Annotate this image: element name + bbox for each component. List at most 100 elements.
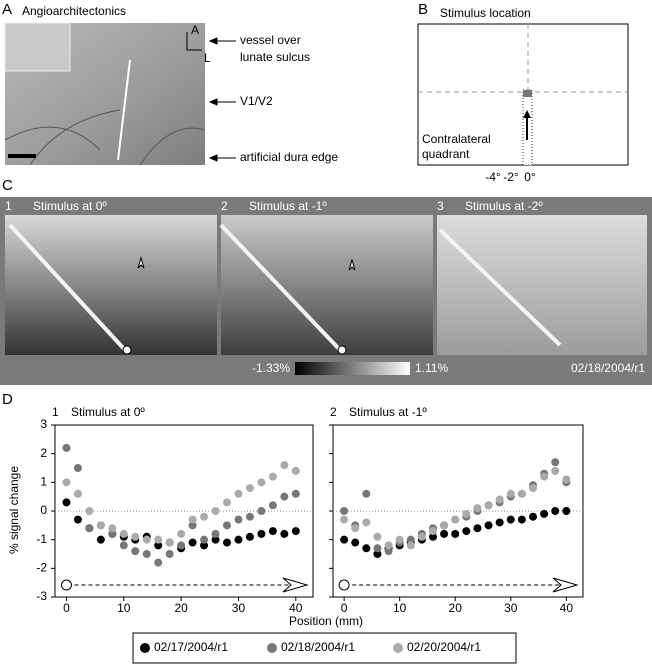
position-line [117,59,131,161]
data-point [529,484,537,493]
data-point [291,466,300,475]
data-point [200,541,209,550]
data-point [429,532,437,541]
legend-marker [267,643,277,653]
x-tick-label: 30 [232,601,246,615]
data-point [245,512,254,521]
data-point [506,515,515,524]
data-point [451,529,460,538]
annotation: lunate sulcus [240,50,310,64]
data-point [373,544,382,553]
data-point [362,544,371,553]
annotation: artificial dura edge [240,150,338,164]
data-point [177,541,186,550]
x-tick-label: 0 [341,601,348,615]
data-point [142,535,151,544]
x-tick-label: 10 [117,601,131,615]
data-point [245,484,254,493]
data-point [223,521,231,530]
chart-title: Stimulus at -1º [349,405,427,419]
colorbar-label: 1.11% [415,361,448,375]
image-number: 3 [437,199,444,213]
data-point [257,529,266,538]
legend-marker [140,643,150,653]
data-point [268,472,277,481]
data-point [362,489,371,498]
data-point [291,527,300,536]
data-point [540,509,549,518]
data-point [154,558,163,567]
data-point [362,518,371,527]
data-point [211,507,220,515]
data-point [484,501,493,510]
data-point [351,538,360,547]
x-tick-label: 20 [174,601,188,615]
data-point [506,489,515,498]
data-point [268,501,277,510]
data-point [188,515,197,524]
compass [186,32,202,51]
x-tick-label: 0 [63,601,70,615]
data-point [280,529,289,538]
data-point [188,521,197,530]
data-point [517,489,526,498]
scale-bar [8,154,36,158]
data-point [234,535,243,544]
data-point [73,515,82,524]
data-point [551,507,560,515]
data-point [340,507,349,515]
inset-image [4,22,71,72]
data-point [462,509,471,518]
data-point [495,518,504,527]
compass-label: L [204,51,211,65]
data-point [473,524,482,533]
tick-label: 0° [524,170,536,184]
data-point [384,541,393,550]
data-point [473,504,482,513]
data-point [154,535,163,544]
y-tick-label: 3 [40,417,47,431]
start-marker [60,579,72,591]
data-point [280,492,289,501]
arrow-head [552,577,579,593]
data-point [562,475,571,484]
data-point [417,532,426,541]
x-tick-label: 40 [560,601,574,615]
annotation: vessel over [240,33,301,47]
annotation: V1/V2 [240,94,273,108]
image-number: 2 [221,199,228,213]
annotation: quadrant [422,147,470,161]
data-point [165,538,174,547]
data-point [142,550,151,558]
data-point [165,550,174,558]
data-point [495,495,504,504]
data-point [131,532,140,541]
data-point [462,527,471,536]
stimulus-top [523,90,532,97]
data-point [211,535,220,544]
y-tick-label: -1 [36,532,47,546]
y-tick-label: 1 [40,475,47,489]
data-point [517,515,526,524]
data-point [268,527,277,536]
legend [132,632,517,664]
data-point [440,521,449,530]
image-title: Stimulus at -2º [465,199,543,213]
y-tick-label: -3 [36,589,47,603]
data-point [406,535,415,544]
data-point [384,547,393,556]
data-point [406,541,415,550]
data-point [451,515,460,524]
map-images [5,215,647,355]
x-tick-label: 40 [289,601,303,615]
annotation: Contralateral [422,132,491,146]
tick-label: -2° [503,170,519,184]
x-tick-label: 10 [393,601,407,615]
data-point [551,458,560,467]
data-point [440,529,449,538]
data-point [211,529,220,538]
data-point [73,464,82,472]
panel-letter: C [2,177,13,194]
data-point [540,472,549,481]
